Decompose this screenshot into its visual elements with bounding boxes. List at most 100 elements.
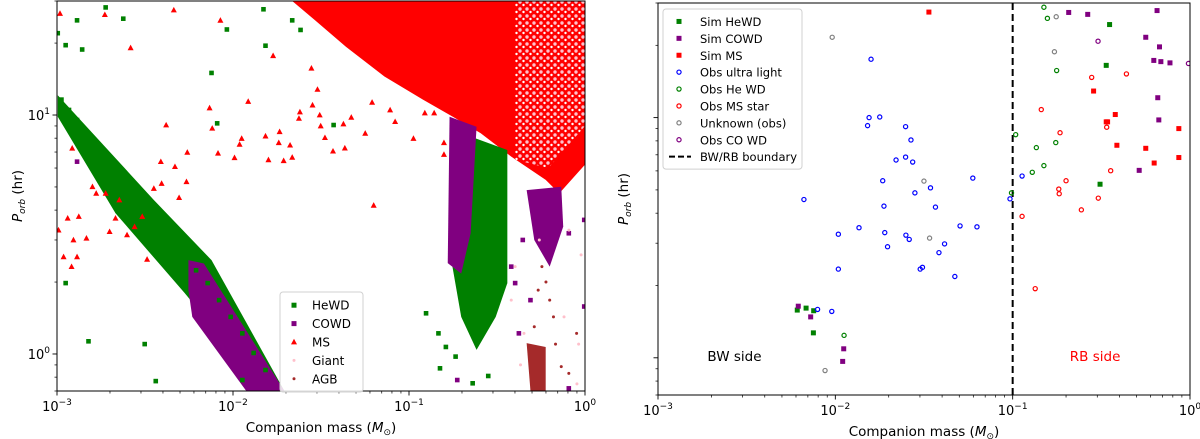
- tick-exponent: −1: [411, 398, 424, 408]
- point-hewd: [120, 181, 126, 186]
- point-ms: [280, 157, 287, 164]
- point-cowd: [508, 264, 514, 269]
- point-sim-ms: [1105, 119, 1111, 125]
- point-ms: [231, 154, 238, 161]
- point-giant: [518, 363, 522, 367]
- point-ms: [68, 263, 75, 270]
- point-ms: [317, 122, 324, 129]
- legend-marker-icon: [292, 377, 296, 381]
- point-obs-ms-star: [1019, 213, 1025, 220]
- legend-entry-label: BW/RB boundary: [700, 150, 797, 164]
- tick-exponent: −3: [59, 398, 72, 408]
- point-sim-hewd: [1103, 62, 1109, 68]
- point-cowd: [516, 331, 522, 336]
- point-obs-ultra-light: [856, 225, 862, 231]
- x-tick-label: 10−3: [643, 402, 673, 419]
- legend-marker-icon: [676, 52, 682, 58]
- point-ms: [362, 130, 369, 136]
- point-giant: [513, 265, 517, 269]
- point-cowd: [566, 386, 572, 391]
- point-sim-cowd: [1151, 57, 1157, 63]
- legend-entry-label: Obs ultra light: [700, 66, 782, 80]
- point-hewd: [120, 16, 126, 21]
- x-tick-label: 10−1: [998, 402, 1028, 419]
- point-ms: [348, 114, 355, 120]
- point-obs-ultra-light: [941, 241, 948, 247]
- point-obs-ultra-light: [927, 185, 934, 191]
- point-hewd: [437, 366, 443, 371]
- point-obs-he-wd: [1033, 144, 1040, 151]
- point-cowd: [512, 280, 518, 286]
- point-sim-cowd: [840, 358, 846, 364]
- point-obs-ultra-light: [902, 154, 909, 160]
- legend-entry-label: Sim MS: [700, 49, 743, 63]
- point-giant: [562, 315, 566, 319]
- legend-marker-icon: [292, 358, 296, 362]
- point-obs-ultra-light: [974, 224, 980, 230]
- tick-base: 10: [1179, 404, 1196, 419]
- point-unknown-obs: [829, 34, 835, 40]
- point-ms: [262, 132, 269, 139]
- tick-exponent: 0: [590, 398, 596, 408]
- point-obs-ultra-light: [884, 244, 891, 250]
- point-sim-ms: [1176, 155, 1182, 161]
- point-obs-ultra-light: [908, 137, 914, 143]
- point-obs-ultra-light: [936, 249, 942, 256]
- point-obs-ms-star: [1123, 71, 1130, 77]
- legend-box: [279, 291, 364, 393]
- tick-base: 10: [574, 400, 591, 415]
- legend-marker-icon: [291, 338, 297, 345]
- point-hewd: [193, 267, 199, 273]
- point-obs-he-wd: [1008, 190, 1015, 196]
- point-obs-he-wd: [1041, 4, 1047, 10]
- point-ms: [60, 253, 67, 260]
- point-hewd: [298, 27, 303, 33]
- point-ms: [440, 139, 447, 146]
- point-obs-ultra-light: [970, 175, 976, 181]
- point-unknown-obs: [1053, 14, 1059, 20]
- point-obs-he-wd: [1053, 139, 1059, 146]
- point-giant: [579, 253, 583, 257]
- point-ms: [150, 185, 157, 191]
- point-sim-cowd: [1158, 59, 1164, 65]
- point-obs-ultra-light: [957, 223, 963, 229]
- point-ms: [270, 52, 277, 59]
- legend-entry-label: MS: [312, 336, 330, 350]
- point-obs-ms-star: [1107, 168, 1114, 174]
- point-obs-ms-star: [1095, 195, 1101, 201]
- point-ms: [83, 235, 90, 241]
- point-ms: [158, 180, 165, 186]
- point-obs-he-wd: [1041, 162, 1047, 169]
- point-sim-hewd: [1097, 181, 1103, 187]
- point-obs-ultra-light: [932, 204, 939, 210]
- point-obs-ultra-light: [893, 157, 899, 163]
- point-hewd: [97, 154, 103, 160]
- point-obs-ultra-light: [881, 203, 887, 209]
- point-obs-ms-star: [1078, 207, 1085, 213]
- point-obs-ultra-light: [909, 159, 916, 165]
- point-sim-cowd: [795, 303, 801, 309]
- point-hewd: [103, 5, 108, 10]
- point-sim-cowd: [1136, 167, 1142, 173]
- point-ms: [245, 98, 252, 104]
- point-obs-ms-star: [1088, 74, 1095, 81]
- tick-exponent: −1: [1014, 402, 1027, 412]
- point-sim-ms: [1176, 126, 1182, 132]
- point-giant: [577, 342, 581, 346]
- point-hewd: [86, 338, 91, 344]
- point-ms: [314, 86, 321, 92]
- point-sim-ms: [1091, 88, 1097, 94]
- point-ms: [127, 44, 134, 51]
- point-ms: [106, 228, 113, 235]
- point-ms: [369, 99, 376, 105]
- point-ms: [309, 101, 316, 108]
- point-ms: [101, 11, 108, 18]
- point-hewd: [153, 378, 159, 384]
- legend-entry-label: Obs MS star: [700, 99, 769, 113]
- point-unknown-obs: [926, 235, 933, 241]
- point-hewd: [261, 6, 266, 12]
- point-hewd: [251, 350, 256, 356]
